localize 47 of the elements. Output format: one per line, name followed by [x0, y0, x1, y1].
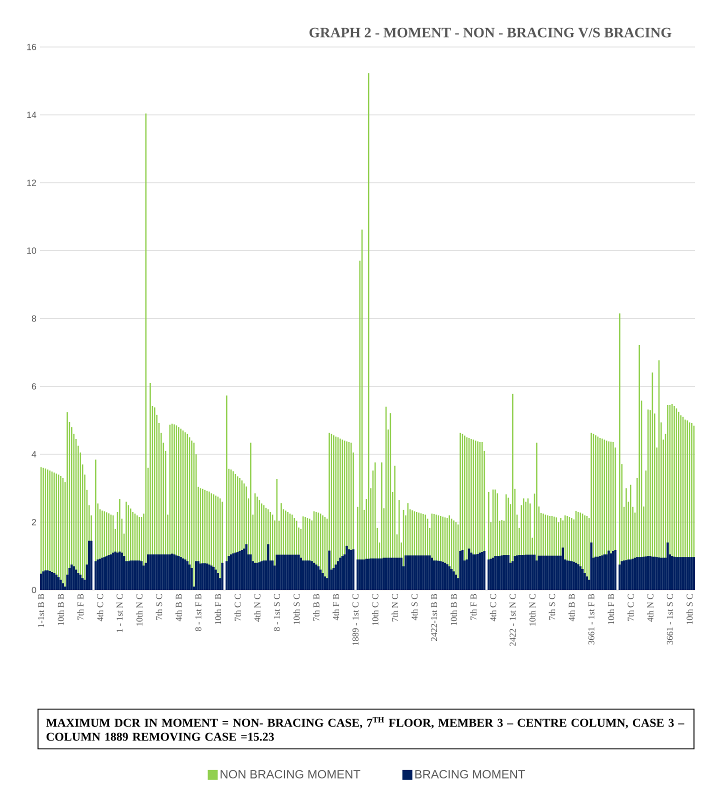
x-tick-label: 10th C C — [372, 594, 378, 626]
x-tick-label: 7th F B — [470, 594, 477, 620]
x-tick-label: 3661 - 1st F B — [588, 594, 594, 644]
x-tick-label: 7th S C — [156, 594, 162, 620]
x-tick-label: 7th C C — [627, 594, 634, 621]
chart-title: GRAPH 2 - MOMENT - NON - BRACING V/S BRACING — [310, 28, 672, 38]
x-tick-label: 3661 - 1st S C — [666, 594, 673, 644]
y-tick-label: 0 — [32, 586, 36, 594]
y-tick-label: 8 — [32, 315, 36, 322]
x-tick-label: 8 - 1st F B — [195, 594, 202, 632]
x-tick-label: 7th C C — [234, 594, 241, 621]
y-tick-label: 4 — [32, 451, 36, 458]
x-tick-label: 1 - 1st N C — [116, 594, 123, 632]
x-tick-label: 10th F B — [608, 594, 614, 624]
x-tick-label: 10th N C — [529, 594, 536, 626]
x-tick-label: 10th S C — [293, 594, 300, 624]
x-tick-label: 10th S C — [686, 594, 693, 624]
x-tick-label: 10th N C — [136, 594, 143, 626]
x-tick-label: 10th B B — [58, 594, 64, 626]
text: MAXIMUM DCR IN MOMENT = NON- BRACING CASE, 7$^{TH}$ FLOOR, MEMBER 3 – CENTRE COLUMN, CASE 3 – COLUMN 1889 REMOVING CASE =15.23 — [46, 717, 684, 741]
x-tick-label: 7th F B — [77, 594, 84, 620]
x-tick-label: 4th F B — [332, 594, 340, 620]
x-tick-label: 4th N C — [647, 594, 654, 622]
x-tick-label: 8 - 1st S C — [274, 594, 280, 632]
x-tick-label: 2422-1st B B — [431, 594, 438, 641]
x-tick-label: 10th F B — [214, 594, 222, 624]
x-tick-label: 7th S C — [548, 594, 556, 620]
y-tick-label: 10 — [27, 247, 36, 254]
x-tick-label: 2422 - 1st N C — [510, 594, 516, 646]
x-tick-label: 4th C C — [96, 594, 104, 622]
x-tick-label: 1889 - 1st C C — [352, 594, 359, 646]
legend-label: NON BRACING MOMENT — [220, 770, 360, 778]
x-tick-label: 4th C C — [490, 594, 496, 622]
y-tick-label: 16 — [27, 44, 36, 50]
x-tick-label: 7th N C — [392, 594, 398, 622]
y-tick-label: 12 — [27, 180, 36, 186]
x-tick-label: 7th B B — [313, 594, 320, 621]
x-tick-label: 4th S C — [411, 594, 418, 620]
x-tick-label: 10th B B — [450, 594, 457, 626]
y-tick-label: 14 — [27, 112, 36, 118]
y-tick-label: 6 — [32, 383, 36, 390]
legend-label: BRACING MOMENT — [415, 770, 525, 778]
x-tick-label: 4th B B — [568, 594, 575, 622]
x-tick-label: 1-1st B B — [38, 594, 44, 628]
x-tick-label: 4th B B — [175, 594, 182, 622]
x-tick-label: 4th N C — [254, 594, 260, 622]
y-tick-label: 2 — [32, 518, 36, 526]
